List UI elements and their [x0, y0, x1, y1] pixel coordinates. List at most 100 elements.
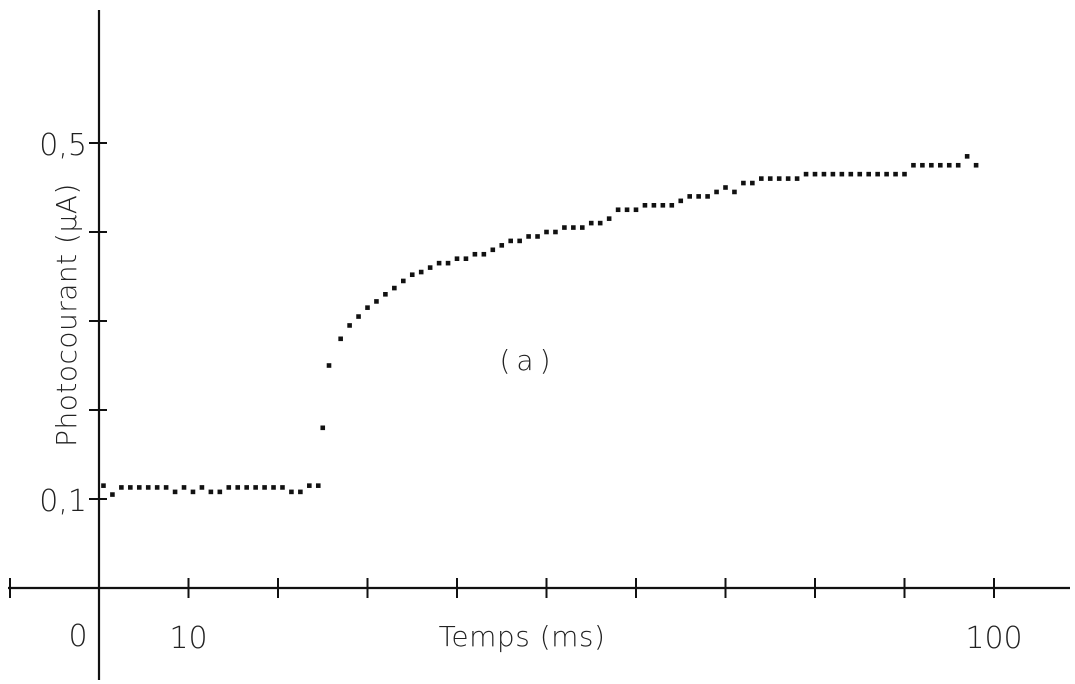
data-point	[289, 489, 294, 495]
data-point	[526, 234, 531, 239]
data-point	[517, 238, 522, 244]
data-point	[615, 207, 621, 213]
data-points	[101, 154, 979, 497]
data-point	[588, 220, 594, 226]
data-point	[902, 171, 907, 177]
data-point	[955, 162, 961, 168]
data-point	[427, 265, 433, 270]
data-point	[271, 485, 276, 490]
data-point	[553, 229, 558, 235]
data-point	[562, 225, 567, 230]
data-point	[326, 363, 332, 368]
data-point	[199, 485, 205, 490]
data-point	[172, 489, 178, 495]
data-point	[705, 194, 710, 199]
data-point	[633, 207, 639, 213]
data-point	[723, 185, 728, 190]
data-point	[244, 485, 249, 490]
data-point	[356, 314, 361, 319]
data-point	[803, 171, 809, 177]
data-point	[154, 485, 160, 490]
data-point	[938, 162, 943, 168]
data-point	[973, 162, 979, 168]
data-point	[848, 171, 854, 177]
x-ticks: 10 100	[9, 578, 1023, 656]
data-point	[499, 243, 505, 248]
data-point	[392, 285, 397, 291]
data-point	[315, 483, 321, 488]
y-ticks: 0,1 0,5	[39, 128, 107, 519]
data-point	[794, 176, 800, 181]
data-point	[893, 171, 898, 177]
data-point	[262, 485, 267, 490]
data-point	[669, 203, 675, 208]
data-point	[732, 189, 737, 195]
data-point	[964, 154, 970, 159]
data-point	[920, 162, 925, 168]
data-point	[347, 323, 352, 328]
data-point	[660, 203, 666, 208]
data-point	[445, 260, 451, 266]
x-axis-title: Temps (ms)	[439, 620, 606, 653]
data-point	[884, 171, 889, 177]
data-point	[280, 485, 285, 490]
data-point	[226, 485, 232, 490]
data-point	[409, 272, 415, 278]
y-axis-title: Photocourant (μA)	[50, 183, 83, 447]
data-point	[857, 171, 863, 177]
data-point	[110, 492, 115, 497]
data-point	[320, 425, 326, 431]
data-point	[190, 489, 196, 495]
data-point	[454, 256, 460, 261]
origin-label: 0	[68, 619, 87, 654]
data-point	[750, 180, 755, 186]
data-point	[383, 292, 388, 297]
data-point	[463, 256, 469, 261]
data-point	[687, 194, 692, 199]
data-point	[508, 238, 513, 244]
x-tick-label-100: 100	[965, 621, 1022, 656]
panel-annotation: (a)	[499, 344, 556, 377]
data-point	[714, 189, 719, 195]
data-point	[535, 234, 540, 239]
data-point	[181, 485, 187, 490]
data-point	[145, 485, 151, 490]
data-point	[208, 489, 214, 495]
data-point	[490, 247, 496, 253]
data-point	[776, 176, 782, 181]
data-point	[767, 176, 773, 181]
data-point	[374, 299, 379, 304]
data-point	[571, 225, 576, 230]
data-point	[472, 251, 478, 257]
data-point	[911, 162, 916, 168]
data-point	[785, 176, 791, 181]
data-point	[759, 176, 764, 181]
data-point	[298, 489, 303, 495]
data-point	[929, 162, 934, 168]
data-point	[839, 171, 845, 177]
data-point	[101, 483, 106, 488]
data-point	[544, 229, 549, 235]
data-point	[481, 251, 487, 257]
data-point	[741, 180, 746, 186]
data-point	[163, 485, 169, 490]
data-point	[217, 489, 223, 495]
data-point	[866, 171, 871, 177]
data-point	[235, 485, 241, 490]
data-point	[875, 171, 880, 177]
data-point	[597, 220, 603, 226]
data-point	[678, 198, 684, 204]
data-point	[696, 194, 701, 199]
data-point	[253, 485, 258, 490]
data-point	[651, 203, 657, 208]
data-point	[119, 485, 124, 490]
data-point	[812, 171, 818, 177]
data-point	[821, 171, 827, 177]
data-point	[642, 203, 648, 208]
data-point	[830, 171, 836, 177]
data-point	[338, 336, 343, 342]
y-tick-label-0.5: 0,5	[39, 128, 87, 163]
data-point	[365, 305, 370, 310]
